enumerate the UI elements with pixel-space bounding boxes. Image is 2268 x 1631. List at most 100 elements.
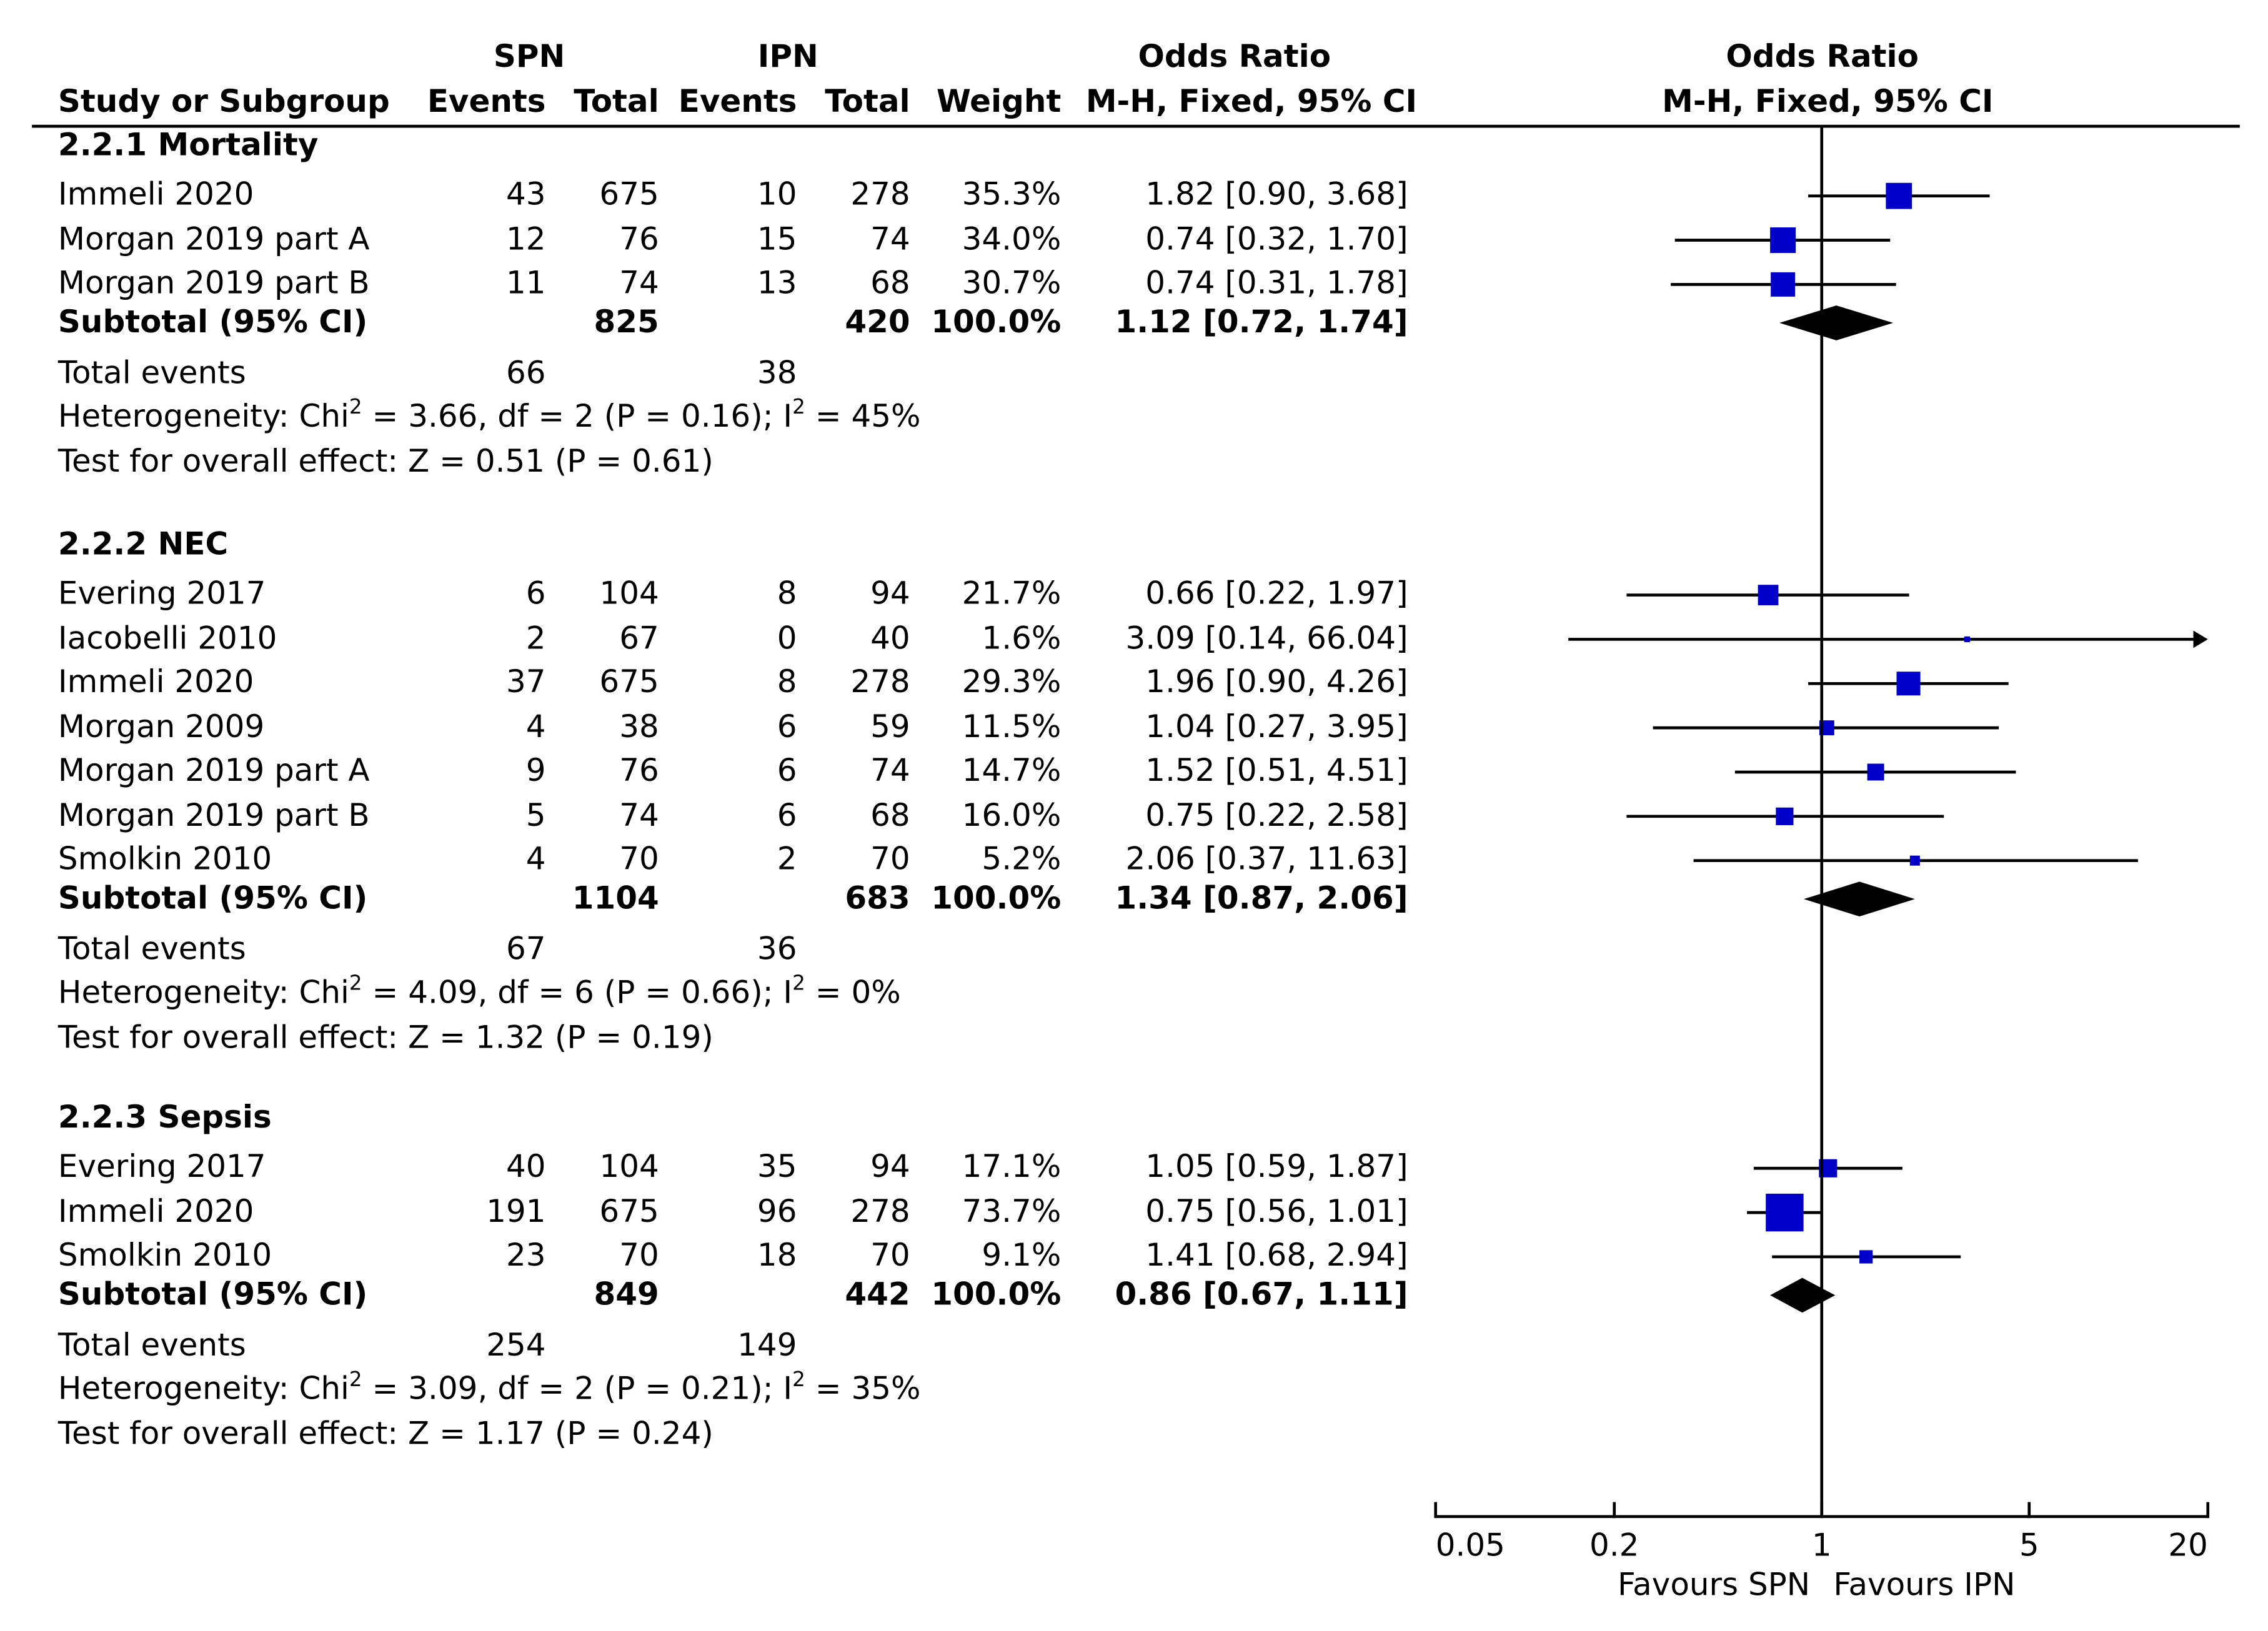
header-weight: Weight — [936, 84, 1062, 121]
favours-spn-label: Favours SPN — [1618, 1566, 1810, 1602]
subgroup-3-study-3-spn-events: 23 — [505, 1237, 546, 1274]
subgroup-2-study-1-square — [1758, 585, 1779, 605]
subgroup-2-study-5-square — [1867, 763, 1884, 781]
subgroup-3-study-1-spn-events: 40 — [505, 1149, 546, 1186]
subgroup-1-study-1-ipn-total: 278 — [850, 177, 910, 214]
subgroup-1-study-3-square — [1771, 272, 1796, 297]
header-ipn-total: Total — [825, 84, 910, 121]
subgroup-1-study-2-spn-events: 12 — [505, 221, 546, 258]
subgroup-1-subtotal-spn-total: 825 — [594, 304, 659, 340]
subgroup-2-study-6-ci: 0.75 [0.22, 2.58] — [1145, 797, 1408, 834]
subgroup-2-study-2-ci: 3.09 [0.14, 66.04] — [1125, 620, 1408, 657]
subgroup-1-study-3-spn-total: 74 — [619, 265, 659, 302]
subgroup-2-study-3-ipn-total: 278 — [850, 665, 910, 701]
subgroup-2-study-5-ipn-events: 6 — [777, 753, 797, 790]
subgroup-2-study-4-ci: 1.04 [0.27, 3.95] — [1145, 708, 1408, 746]
subgroup-1-study-3-name: Morgan 2019 part B — [57, 265, 370, 302]
header-ipn-events: Events — [678, 84, 797, 121]
subgroup-2-study-7-name: Smolkin 2010 — [57, 841, 272, 878]
subgroup-2-study-2-ipn-total: 40 — [870, 620, 910, 657]
header-spn-total: Total — [574, 84, 659, 121]
subgroup-2-study-6-spn-total: 74 — [619, 797, 659, 834]
subgroup-1-study-3-ci: 0.74 [0.31, 1.78] — [1145, 265, 1408, 302]
subgroup-2-study-3-weight: 29.3% — [962, 665, 1062, 701]
subgroup-1-study-1-weight: 35.3% — [962, 177, 1062, 214]
subgroup-2-total-events-spn: 67 — [505, 931, 546, 968]
subgroup-1-study-1-spn-events: 43 — [505, 177, 546, 214]
subgroup-2-study-1-spn-events: 6 — [525, 576, 546, 613]
subgroup-1-study-3-ipn-events: 13 — [757, 265, 797, 302]
subgroup-3-total-events-label: Total events — [57, 1327, 246, 1364]
subgroup-3-study-2-square — [1766, 1193, 1804, 1232]
header-method-plot: M-H, Fixed, 95% CI — [1662, 84, 1994, 121]
subgroup-3-heterogeneity: Heterogeneity: Chi2 = 3.09, df = 2 (P = … — [57, 1368, 921, 1408]
header-method: M-H, Fixed, 95% CI — [1085, 84, 1418, 121]
subgroup-2-study-3-name: Immeli 2020 — [57, 665, 254, 701]
subgroup-2-study-1-spn-total: 104 — [599, 576, 659, 613]
header-odds-ratio: Odds Ratio — [1138, 39, 1331, 76]
subgroup-3-study-1-ipn-total: 94 — [870, 1149, 910, 1186]
subgroup-3-study-1-ci: 1.05 [0.59, 1.87] — [1145, 1149, 1408, 1186]
subgroup-3-study-3-ipn-events: 18 — [757, 1237, 797, 1274]
header-spn-events: Events — [427, 84, 546, 121]
subgroup-2-study-3-ci: 1.96 [0.90, 4.26] — [1145, 665, 1408, 701]
subgroup-3-subtotal-diamond — [1770, 1277, 1836, 1313]
subgroup-3-overall-effect: Test for overall effect: Z = 1.17 (P = 0… — [57, 1415, 714, 1452]
subgroup-2-study-2-weight: 1.6% — [982, 620, 1062, 657]
subgroup-1-study-2-ci: 0.74 [0.32, 1.70] — [1145, 221, 1408, 258]
subgroup-2-study-5-name: Morgan 2019 part A — [57, 753, 370, 790]
subgroup-3-subtotal-ci: 0.86 [0.67, 1.11] — [1115, 1276, 1408, 1313]
subgroup-3-subtotal-ipn-total: 442 — [845, 1276, 910, 1313]
subgroup-3-total-events-ipn: 149 — [737, 1327, 797, 1364]
subgroup-2-study-4-spn-events: 4 — [525, 708, 546, 746]
subgroup-1-subtotal-diamond — [1779, 305, 1894, 340]
subgroup-1-total-events-spn: 66 — [505, 355, 546, 392]
subgroup-3-study-3-ipn-total: 70 — [870, 1237, 910, 1274]
subgroup-2-study-4-ipn-events: 6 — [777, 708, 797, 746]
subgroup-3-title: 2.2.3 Sepsis — [57, 1100, 272, 1137]
subgroup-3-study-2-spn-total: 675 — [599, 1193, 659, 1230]
subgroup-1-study-1-square — [1886, 182, 1912, 209]
subgroup-2-study-4-spn-total: 38 — [619, 708, 659, 746]
subgroup-3-study-1-name: Evering 2017 — [57, 1149, 266, 1186]
subgroup-3-study-3-ci: 1.41 [0.68, 2.94] — [1145, 1237, 1408, 1274]
subgroup-2-study-7-square — [1909, 855, 1920, 866]
subgroup-2-study-3-spn-total: 675 — [599, 665, 659, 701]
subgroup-2-subtotal-spn-total: 1104 — [572, 880, 659, 917]
subgroup-1-study-3-ipn-total: 68 — [870, 265, 910, 302]
subgroup-1-subtotal-label: Subtotal (95% CI) — [57, 304, 368, 340]
subgroup-2-subtotal-ci: 1.34 [0.87, 2.06] — [1115, 880, 1408, 917]
subgroup-2-study-7-spn-total: 70 — [619, 841, 659, 878]
subgroup-2-study-2-name: Iacobelli 2010 — [57, 620, 277, 657]
subgroup-2-study-1-weight: 21.7% — [962, 576, 1062, 613]
subgroup-2-study-2-spn-total: 67 — [619, 620, 659, 657]
subgroup-2-study-7-weight: 5.2% — [982, 841, 1062, 878]
subgroup-1-heterogeneity: Heterogeneity: Chi2 = 3.66, df = 2 (P = … — [57, 396, 921, 435]
subgroup-3-study-1-weight: 17.1% — [962, 1149, 1062, 1186]
subgroup-2-study-6-weight: 16.0% — [962, 797, 1062, 834]
subgroup-1-overall-effect: Test for overall effect: Z = 0.51 (P = 0… — [57, 443, 714, 480]
subgroup-2-study-3-square — [1896, 672, 1921, 696]
header-study: Study or Subgroup — [57, 84, 390, 121]
subgroup-2-study-7-ipn-total: 70 — [870, 841, 910, 878]
subgroup-3-study-3-spn-total: 70 — [619, 1237, 659, 1274]
header-spn: SPN — [493, 39, 565, 76]
x-tick-label-2: 0.2 — [1589, 1527, 1639, 1564]
subgroup-3-study-1-spn-total: 104 — [599, 1149, 659, 1186]
subgroup-1-study-2-square — [1770, 227, 1796, 254]
subgroup-1-study-1-name: Immeli 2020 — [57, 177, 254, 214]
x-tick-label-1: 0.05 — [1436, 1527, 1505, 1564]
subgroup-2-heterogeneity: Heterogeneity: Chi2 = 4.09, df = 6 (P = … — [57, 972, 901, 1012]
subgroup-2-study-6-ipn-total: 68 — [870, 797, 910, 834]
subgroup-1-total-events-label: Total events — [57, 355, 246, 392]
subgroup-2-study-6-spn-events: 5 — [525, 797, 546, 834]
subgroup-1-study-3-weight: 30.7% — [962, 265, 1062, 302]
subgroup-3-total-events-spn: 254 — [486, 1327, 546, 1364]
subgroup-3-study-2-weight: 73.7% — [962, 1193, 1062, 1230]
subgroup-3-subtotal-weight: 100.0% — [931, 1276, 1062, 1313]
subgroup-2-study-2-square — [1964, 636, 1971, 643]
subgroup-2-study-5-spn-events: 9 — [525, 753, 546, 790]
subgroup-2-study-3-ipn-events: 8 — [777, 665, 797, 701]
subgroup-3-study-3-name: Smolkin 2010 — [57, 1237, 272, 1274]
